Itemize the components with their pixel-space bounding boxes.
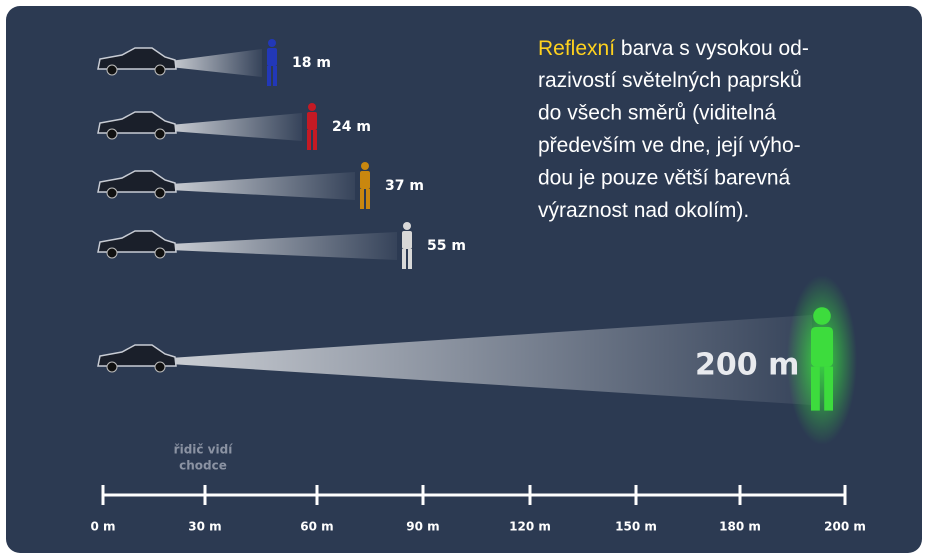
line: barva s vysokou od- xyxy=(621,37,809,60)
pedestrian xyxy=(307,103,317,150)
pedestrian xyxy=(360,162,370,209)
paragraph-line: do všech směrů (viditelná xyxy=(538,102,776,125)
light-beam xyxy=(170,49,262,77)
paragraph-line: Reflexní barva s vysokou od- xyxy=(538,37,809,60)
caption: chodce xyxy=(179,459,227,473)
pedestrian xyxy=(402,222,412,269)
car xyxy=(97,230,177,259)
car xyxy=(97,344,177,373)
highlight: Reflexní xyxy=(538,37,615,60)
car xyxy=(97,170,177,199)
light-beam xyxy=(170,232,397,260)
scale-label: 200 m xyxy=(824,520,866,534)
light-beam xyxy=(170,172,355,200)
distance-label: 24 m xyxy=(332,119,371,135)
car xyxy=(97,111,177,140)
scale-label: 30 m xyxy=(188,520,221,534)
scale-label: 0 m xyxy=(90,520,115,534)
background xyxy=(6,6,922,553)
light-beam xyxy=(170,113,302,141)
scale-label: 180 m xyxy=(719,520,761,534)
caption: řidič vidí xyxy=(174,443,234,457)
paragraph-line: razivostí světelných paprsků xyxy=(538,69,802,92)
pedestrian xyxy=(811,307,833,411)
distance-label: 37 m xyxy=(385,178,424,194)
scale-label: 120 m xyxy=(509,520,551,534)
distance-label: 55 m xyxy=(427,238,466,254)
scale-label: 90 m xyxy=(406,520,439,534)
distance-label: 200 m xyxy=(695,348,799,383)
scale-label: 60 m xyxy=(300,520,333,534)
distance-label: 18 m xyxy=(292,55,331,71)
paragraph-line: výraznost nad okolím). xyxy=(538,199,749,222)
scale-label: 150 m xyxy=(615,520,657,534)
paragraph-line: dou je pouze větší barevná xyxy=(538,167,790,190)
pedestrian xyxy=(267,39,277,86)
paragraph-line: především ve dne, její výho- xyxy=(538,134,801,157)
light-beam xyxy=(170,315,812,405)
car xyxy=(97,47,177,76)
